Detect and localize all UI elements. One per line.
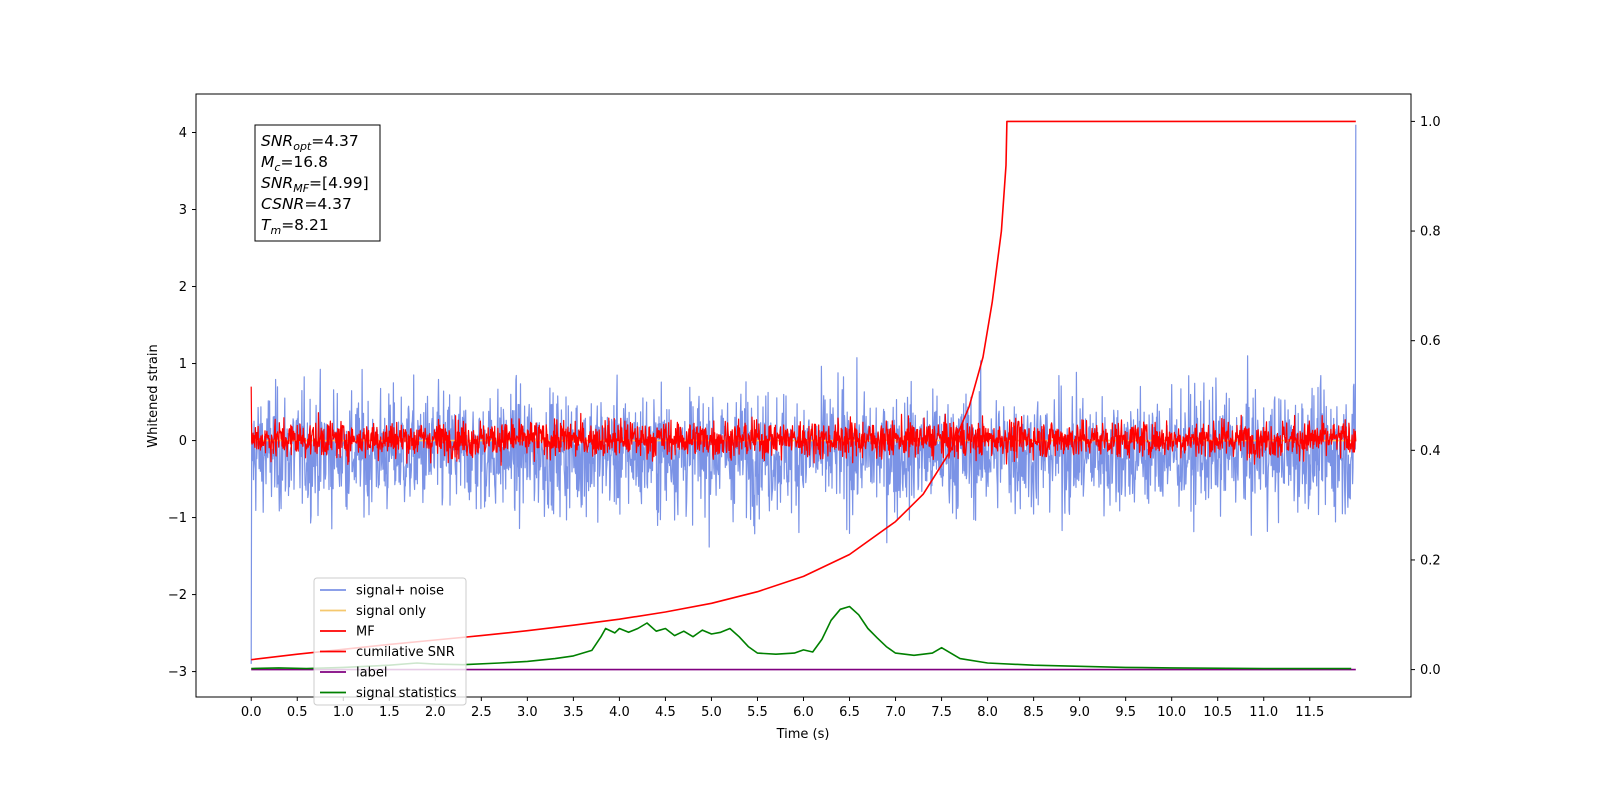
info-box: SNRopt=4.37Mc=16.8SNRMF=[4.99]CSNR=4.37T… (254, 124, 381, 242)
x-tick-label: 5.0 (701, 705, 722, 720)
y2-tick-label: 0.6 (1420, 334, 1441, 349)
info-value: =[4.99] (309, 174, 369, 192)
info-box-frame (254, 124, 381, 242)
y-tick-label: 1 (179, 357, 187, 372)
y-tick-label: −1 (168, 511, 187, 526)
info-subscript: m (270, 224, 281, 237)
x-tick-label: 6.0 (793, 705, 814, 720)
info-value: =8.21 (281, 216, 329, 234)
info-symbol: M (261, 153, 274, 171)
x-tick-label: 11.5 (1295, 705, 1324, 720)
info-subscript: MF (293, 182, 309, 195)
legend-label: signal statistics (356, 686, 457, 701)
y-axis-left: −3 −2 −1 0 1 2 3 4 (168, 126, 196, 680)
legend-label: signal+ noise (356, 584, 444, 599)
x-tick-label: 5.5 (747, 705, 768, 720)
x-tick-label: 3.0 (517, 705, 538, 720)
x-tick-label: 6.5 (839, 705, 860, 720)
legend-label: cumilative SNR (356, 645, 455, 660)
info-value: =4.37 (311, 132, 359, 150)
x-tick-label: 4.0 (609, 705, 630, 720)
legend-label: label (356, 666, 387, 681)
info-symbol: SNR (261, 174, 293, 192)
x-tick-label: 1.5 (379, 705, 400, 720)
y-tick-label: 2 (179, 280, 187, 295)
series-line-5 (251, 605, 1352, 670)
x-tick-label: 8.5 (1023, 705, 1044, 720)
y-axis-label: Whitened strain (146, 344, 161, 447)
x-tick-label: 2.5 (471, 705, 492, 720)
info-subscript: c (274, 161, 280, 174)
info-value: =4.37 (304, 195, 352, 213)
y2-tick-label: 0.0 (1420, 663, 1441, 678)
y2-tick-label: 0.2 (1420, 553, 1441, 568)
x-tick-label: 2.0 (425, 705, 446, 720)
series-line-2 (250, 386, 1357, 466)
legend-label: signal only (356, 604, 426, 619)
x-tick-label: 11.0 (1249, 705, 1278, 720)
y-tick-label: 3 (179, 203, 187, 218)
info-subscript: opt (293, 140, 312, 153)
info-row: Mc=16.8 (261, 153, 328, 174)
x-tick-label: 4.5 (655, 705, 676, 720)
x-tick-label: 9.5 (1115, 705, 1136, 720)
y-axis-right: 0.0 0.2 0.4 0.6 0.8 1.0 (1411, 115, 1441, 678)
y-tick-label: 0 (179, 434, 187, 449)
info-value: =16.8 (280, 153, 328, 171)
x-tick-label: 0.0 (241, 705, 262, 720)
x-tick-label: 9.0 (1069, 705, 1090, 720)
info-symbol: T (261, 216, 272, 234)
legend: signal+ noise signal only MF cumilative SNR… (313, 577, 467, 706)
x-tick-label: 8.0 (977, 705, 998, 720)
x-tick-label: 10.5 (1203, 705, 1232, 720)
y-tick-label: −3 (168, 665, 187, 680)
info-symbol: CSNR (261, 195, 304, 213)
legend-frame (313, 577, 467, 706)
x-axis-label: Time (s) (776, 727, 830, 742)
x-tick-label: 10.0 (1157, 705, 1186, 720)
info-row: Tm=8.21 (261, 216, 329, 237)
x-tick-label: 3.5 (563, 705, 584, 720)
y-tick-label: −2 (168, 588, 187, 603)
info-row: SNRMF=[4.99] (261, 174, 369, 195)
info-row: SNRopt=4.37 (261, 132, 359, 153)
y2-tick-label: 1.0 (1420, 115, 1441, 130)
x-tick-label: 7.0 (885, 705, 906, 720)
x-tick-label: 7.5 (931, 705, 952, 720)
x-axis: 0.0 0.5 1.0 1.5 2.0 2.5 3.0 3.5 4.0 4.5 5.0 5.5 6.0 6… (241, 697, 1324, 720)
y2-tick-label: 0.4 (1420, 444, 1441, 459)
y2-tick-label: 0.8 (1420, 225, 1441, 240)
info-symbol: SNR (261, 132, 293, 150)
info-row: CSNR=4.37 (261, 195, 352, 213)
x-tick-label: 0.5 (287, 705, 308, 720)
x-tick-label: 1.0 (333, 705, 354, 720)
y-tick-label: 4 (179, 126, 187, 141)
legend-label: MF (356, 625, 375, 640)
